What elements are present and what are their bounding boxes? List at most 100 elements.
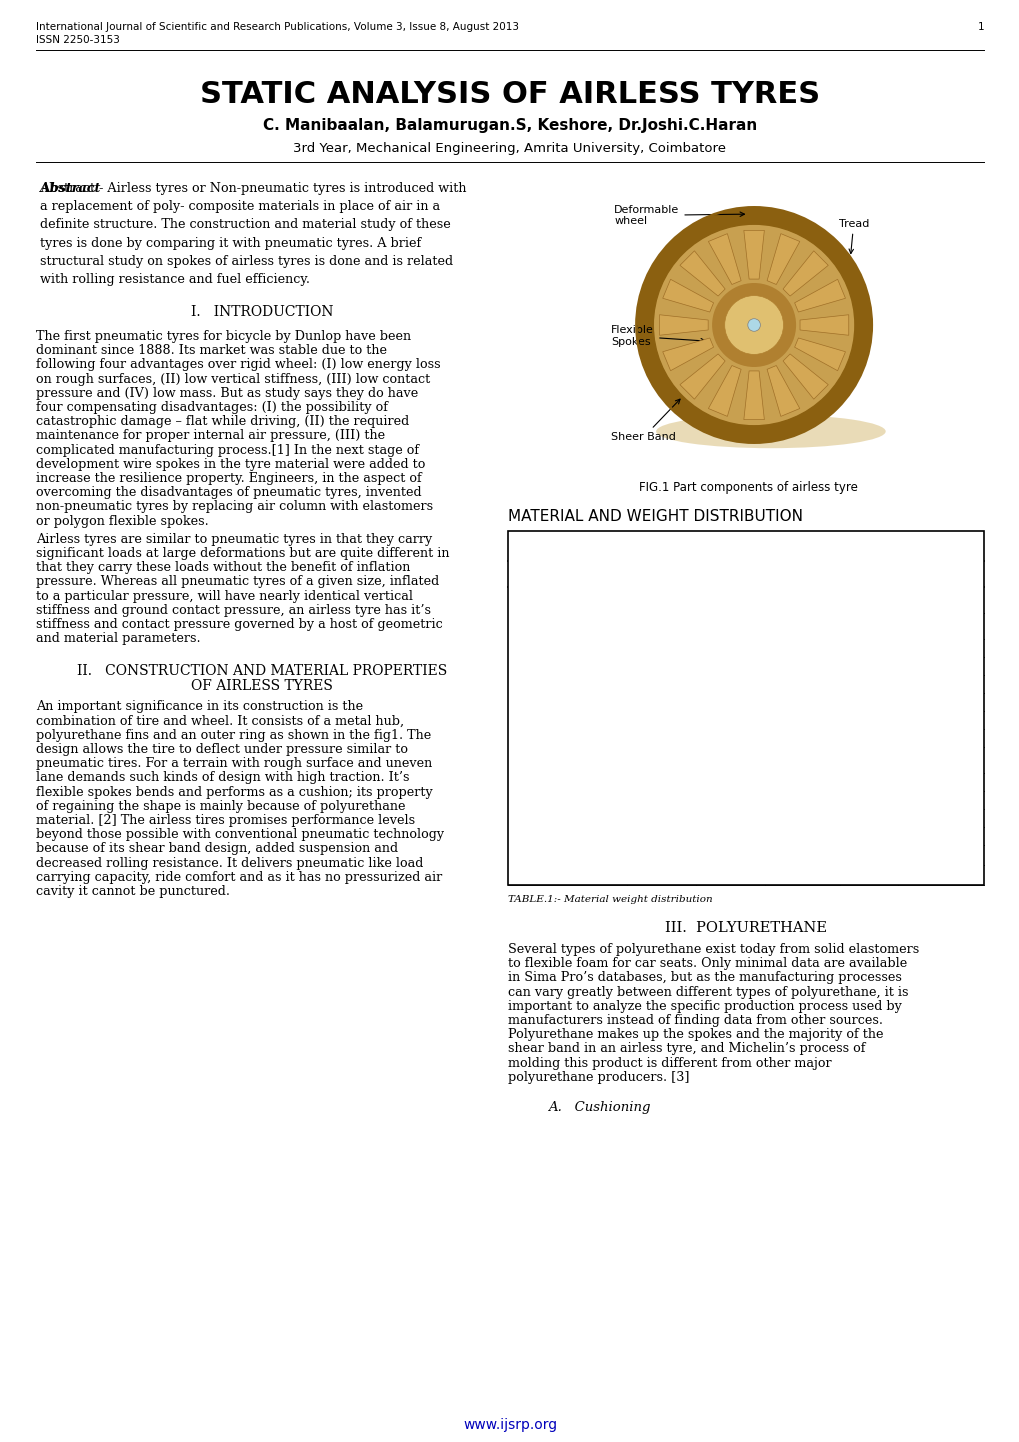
Polygon shape bbox=[708, 365, 741, 417]
Text: ISSN 2250-3153: ISSN 2250-3153 bbox=[36, 35, 120, 45]
Text: Synthetic
rubber: Synthetic rubber bbox=[536, 585, 598, 614]
Text: or polygon flexible spokes.: or polygon flexible spokes. bbox=[36, 515, 209, 528]
Text: 0: 0 bbox=[727, 754, 734, 767]
Text: 11: 11 bbox=[722, 714, 738, 727]
Text: Tread: Tread bbox=[711, 539, 749, 552]
Text: decreased rolling resistance. It delivers pneumatic like load: decreased rolling resistance. It deliver… bbox=[36, 857, 423, 870]
Text: Wt
%: Wt % bbox=[860, 559, 876, 588]
Text: 0: 0 bbox=[727, 793, 734, 806]
Text: 100: 100 bbox=[790, 848, 814, 861]
Text: because of its shear band design, added suspension and: because of its shear band design, added … bbox=[36, 842, 397, 855]
Circle shape bbox=[636, 208, 871, 443]
Text: 1: 1 bbox=[727, 731, 734, 744]
Polygon shape bbox=[766, 365, 799, 417]
Text: Hub: Hub bbox=[854, 539, 882, 552]
Text: catastrophic damage – flat while driving, (II) the required: catastrophic damage – flat while driving… bbox=[36, 415, 409, 428]
Text: 0: 0 bbox=[864, 776, 872, 789]
Text: www.ijsrp.org: www.ijsrp.org bbox=[463, 1417, 556, 1432]
Text: to flexible foam for car seats. Only minimal data are available: to flexible foam for car seats. Only min… bbox=[507, 957, 906, 970]
Text: TABLE.1:- Material weight distribution: TABLE.1:- Material weight distribution bbox=[507, 895, 712, 904]
Text: 28: 28 bbox=[722, 659, 738, 672]
Text: pressure and (IV) low mass. But as study says they do have: pressure and (IV) low mass. But as study… bbox=[36, 386, 418, 399]
Text: Raw material: Raw material bbox=[523, 568, 610, 581]
Text: that they carry these loads without the benefit of inflation: that they carry these loads without the … bbox=[36, 561, 410, 574]
Text: Recycled
rubber: Recycled rubber bbox=[538, 746, 596, 774]
Text: 0: 0 bbox=[727, 776, 734, 789]
Text: 2.65: 2.65 bbox=[788, 868, 816, 881]
Circle shape bbox=[747, 319, 759, 332]
Text: Deformable
wheel: Deformable wheel bbox=[613, 205, 744, 226]
Text: carrying capacity, ride comfort and as it has no pressurized air: carrying capacity, ride comfort and as i… bbox=[36, 871, 442, 884]
Text: 0: 0 bbox=[864, 714, 872, 727]
Text: C. Manibaalan, Balamurugan.S, Keshore, Dr.Joshi.C.Haran: C. Manibaalan, Balamurugan.S, Keshore, D… bbox=[263, 118, 756, 133]
Text: 0: 0 bbox=[657, 642, 664, 655]
Text: of regaining the shape is mainly because of polyurethane: of regaining the shape is mainly because… bbox=[36, 800, 406, 813]
Text: A.   Cushioning: A. Cushioning bbox=[547, 1102, 650, 1115]
Polygon shape bbox=[680, 353, 725, 399]
Text: to a particular pressure, will have nearly identical vertical: to a particular pressure, will have near… bbox=[36, 590, 413, 603]
Text: Shear
band: Shear band bbox=[642, 532, 680, 559]
Text: beyond those possible with conventional pneumatic technology: beyond those possible with conventional … bbox=[36, 828, 443, 841]
Text: design allows the tire to deflect under pressure similar to: design allows the tire to deflect under … bbox=[36, 743, 408, 756]
Text: 100: 100 bbox=[649, 848, 674, 861]
Text: 0: 0 bbox=[798, 594, 806, 607]
Text: OF AIRLESS TYRES: OF AIRLESS TYRES bbox=[191, 679, 332, 694]
Text: Sheer Band: Sheer Band bbox=[610, 399, 680, 443]
Text: 90: 90 bbox=[653, 812, 668, 825]
Text: Steel: Steel bbox=[550, 829, 584, 842]
Text: 4: 4 bbox=[727, 620, 734, 633]
Text: Weight: Weight bbox=[544, 868, 590, 881]
Text: Spokes: Spokes bbox=[779, 539, 825, 552]
Text: 0: 0 bbox=[864, 642, 872, 655]
Text: important to analyze the specific production process used by: important to analyze the specific produc… bbox=[507, 999, 901, 1012]
Text: Abstract - Airless tyres or Non-pneumatic tyres is introduced with
a replacement: Abstract - Airless tyres or Non-pneumati… bbox=[40, 182, 466, 286]
Text: Textile: Textile bbox=[545, 793, 589, 806]
Text: Polyeurathane: Polyeurathane bbox=[520, 812, 614, 825]
Text: 41: 41 bbox=[722, 594, 738, 607]
Text: 0: 0 bbox=[657, 714, 664, 727]
Text: 0: 0 bbox=[657, 620, 664, 633]
Text: maintenance for proper internal air pressure, (III) the: maintenance for proper internal air pres… bbox=[36, 430, 385, 443]
Text: 0: 0 bbox=[727, 829, 734, 842]
Text: molding this product is different from other major: molding this product is different from o… bbox=[507, 1057, 830, 1070]
Text: 1: 1 bbox=[727, 695, 734, 708]
Text: lane demands such kinds of design with high traction. It’s: lane demands such kinds of design with h… bbox=[36, 771, 409, 784]
Text: stiffness and contact pressure governed by a host of geometric: stiffness and contact pressure governed … bbox=[36, 619, 442, 632]
Text: 4: 4 bbox=[864, 868, 872, 881]
Text: FIG.1 Part components of airless tyre: FIG.1 Part components of airless tyre bbox=[639, 482, 857, 495]
Text: 100: 100 bbox=[856, 848, 880, 861]
Text: 0: 0 bbox=[936, 754, 944, 767]
Polygon shape bbox=[708, 234, 741, 284]
Polygon shape bbox=[783, 353, 827, 399]
Text: Stearic acid: Stearic acid bbox=[528, 731, 606, 744]
Text: overcoming the disadvantages of pneumatic tyres, invented: overcoming the disadvantages of pneumati… bbox=[36, 486, 421, 499]
Text: 0: 0 bbox=[864, 678, 872, 691]
Text: 0: 0 bbox=[936, 793, 944, 806]
Text: 0: 0 bbox=[657, 659, 664, 672]
Text: .26: .26 bbox=[931, 642, 950, 655]
Text: An important significance in its construction is the: An important significance in its constru… bbox=[36, 701, 363, 714]
Text: Sulfur: Sulfur bbox=[546, 678, 588, 691]
Text: MATERIAL AND WEIGHT DISTRIBUTION: MATERIAL AND WEIGHT DISTRIBUTION bbox=[507, 509, 802, 523]
Text: Wt %: Wt % bbox=[645, 568, 677, 581]
Text: Total%: Total% bbox=[545, 848, 589, 861]
Polygon shape bbox=[794, 280, 845, 311]
Text: International Journal of Scientific and Research Publications, Volume 3, Issue 8: International Journal of Scientific and … bbox=[36, 22, 519, 32]
Text: Tread: Tread bbox=[838, 219, 868, 254]
Ellipse shape bbox=[655, 415, 884, 448]
Text: polyurethane producers. [3]: polyurethane producers. [3] bbox=[507, 1071, 689, 1084]
Polygon shape bbox=[766, 234, 799, 284]
Text: cavity it cannot be punctured.: cavity it cannot be punctured. bbox=[36, 885, 229, 898]
Text: 100: 100 bbox=[857, 829, 879, 842]
Text: 2.75: 2.75 bbox=[715, 868, 744, 881]
Polygon shape bbox=[680, 251, 725, 296]
Text: .03: .03 bbox=[930, 695, 950, 708]
Text: Silica: Silica bbox=[548, 659, 585, 672]
Text: 0: 0 bbox=[798, 714, 806, 727]
Polygon shape bbox=[659, 314, 707, 335]
Text: I.   INTRODUCTION: I. INTRODUCTION bbox=[191, 306, 333, 319]
Text: development wire spokes in the tyre material were added to: development wire spokes in the tyre mate… bbox=[36, 457, 425, 470]
Text: non-pneumatic tyres by replacing air column with elastomers: non-pneumatic tyres by replacing air col… bbox=[36, 500, 433, 513]
Text: .62: .62 bbox=[931, 776, 950, 789]
Polygon shape bbox=[743, 231, 763, 280]
